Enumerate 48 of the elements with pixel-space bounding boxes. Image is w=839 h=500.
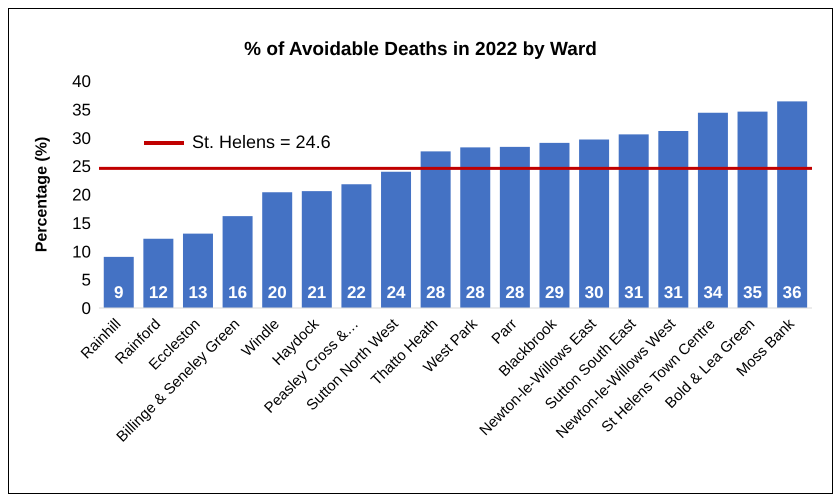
legend-label: St. Helens = 24.6 xyxy=(192,132,331,153)
data-label: 31 xyxy=(664,283,683,302)
bar xyxy=(539,142,570,308)
data-label: 28 xyxy=(505,283,524,302)
bar xyxy=(738,112,768,308)
bar xyxy=(460,147,490,308)
data-label: 16 xyxy=(228,283,248,302)
y-tick-label: 15 xyxy=(72,214,91,233)
bar xyxy=(420,151,451,308)
bar xyxy=(579,139,610,308)
bar xyxy=(777,101,808,308)
bar xyxy=(262,192,292,308)
data-label: 20 xyxy=(268,283,287,302)
bar xyxy=(381,172,412,308)
data-label: 22 xyxy=(346,283,366,302)
y-tick-label: 35 xyxy=(72,100,91,120)
data-label: 31 xyxy=(624,283,644,302)
data-label: 12 xyxy=(148,283,168,302)
data-label: 30 xyxy=(584,283,604,302)
y-tick-label: 20 xyxy=(72,186,91,205)
y-tick-label: 25 xyxy=(72,157,91,176)
data-label: 24 xyxy=(386,283,406,302)
data-label: 21 xyxy=(307,283,326,302)
data-label: 28 xyxy=(466,283,485,302)
data-label: 13 xyxy=(188,283,208,302)
y-tick-label: 40 xyxy=(72,72,91,92)
bar xyxy=(618,134,649,308)
data-label: 35 xyxy=(743,283,762,302)
bar xyxy=(222,216,253,308)
data-label: 28 xyxy=(426,283,446,302)
y-tick-label: 5 xyxy=(82,270,91,290)
y-axis-title: Percentage (%) xyxy=(34,136,51,252)
bar xyxy=(698,112,728,308)
bar xyxy=(500,146,530,308)
bar xyxy=(341,184,372,308)
bar xyxy=(658,130,688,308)
bar xyxy=(143,238,174,308)
data-label: 36 xyxy=(782,283,802,302)
chart-title: % of Avoidable Deaths in 2022 by Ward xyxy=(243,39,598,61)
y-tick-label: 30 xyxy=(72,128,91,148)
y-tick-label: 10 xyxy=(72,242,91,262)
bar xyxy=(182,234,213,308)
y-tick-label: 0 xyxy=(82,299,91,318)
data-label: 34 xyxy=(703,283,723,302)
bar xyxy=(104,256,134,308)
data-label: 29 xyxy=(545,283,564,302)
data-label: 9 xyxy=(114,283,124,302)
bar xyxy=(302,191,332,308)
